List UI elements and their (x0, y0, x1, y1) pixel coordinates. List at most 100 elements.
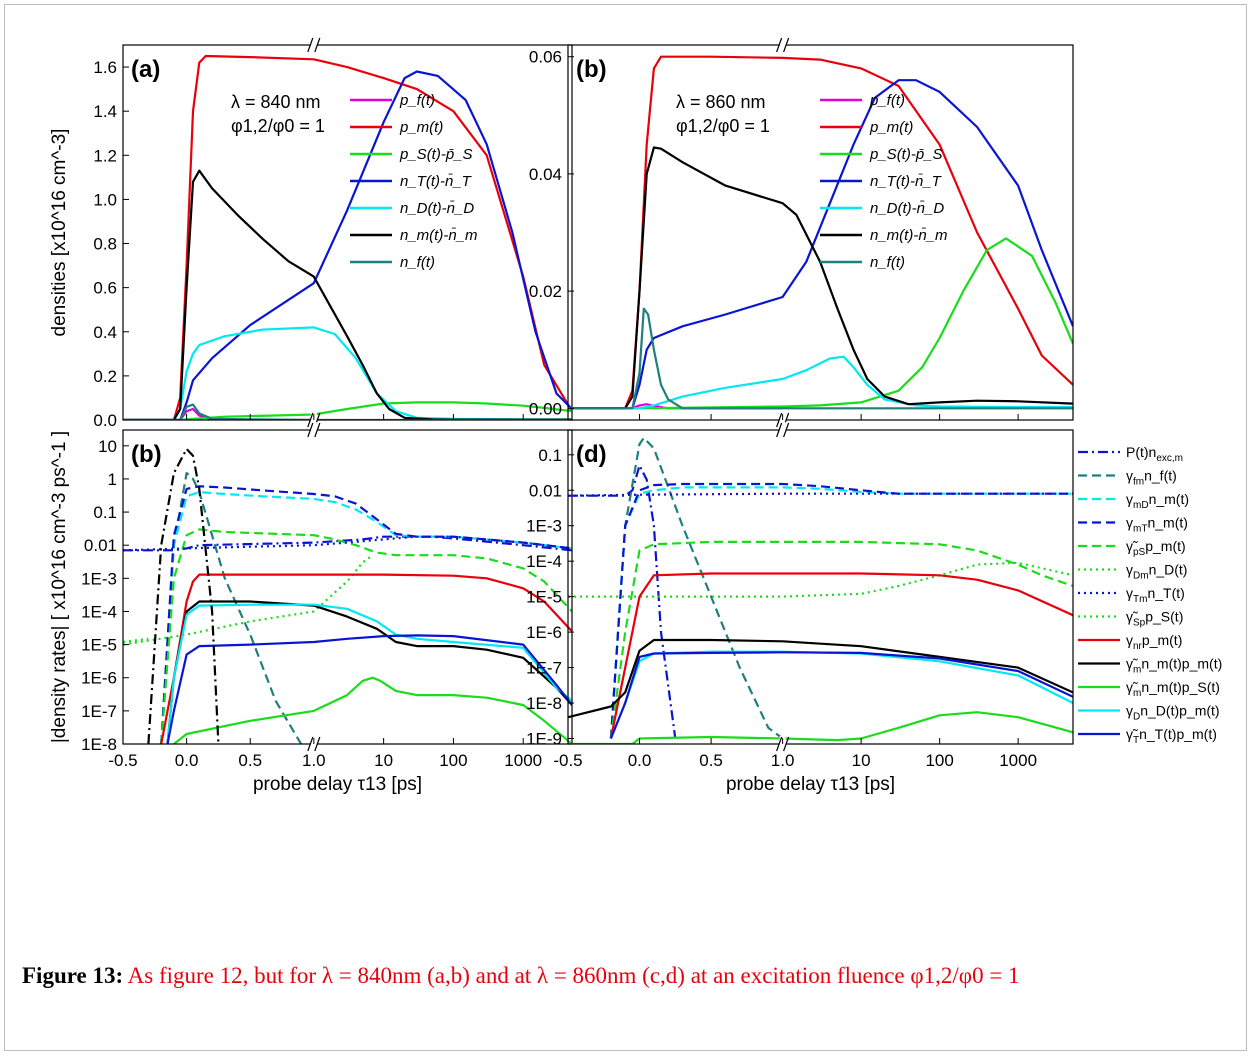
plot-frame (567, 429, 1074, 745)
panel-annotation: φ1,2/φ0 = 1 (231, 116, 325, 136)
legend-label: γDmn_D(t) (1126, 562, 1187, 582)
y-tick-label: 0.00 (529, 399, 562, 418)
rates-legend: P(t)nexc,m γfmn_f(t) γmDn_m(t) γmTn_m(t) γ̃p… (1078, 444, 1222, 746)
legend-label: p_f(t) (399, 92, 435, 109)
x-tick-label: 1000 (999, 751, 1037, 770)
series-line-11 (166, 603, 572, 744)
series-line-2 (568, 237, 1073, 410)
y-tick-label: 1E-9 (526, 730, 562, 749)
x-axis-label: probe delay τ13 [ps] (253, 774, 422, 795)
y-tick-label: 1E-4 (81, 602, 117, 621)
y-tick-label: 0.06 (529, 48, 562, 67)
panel-3: 1E-9 1E-8 1E-7 1E-6 1E-5 1E-4 1E-3 0.01 0.1 -0.5 0… (526, 422, 1074, 795)
legend-label: n_f(t) (400, 254, 435, 271)
legend-label: p_f(t) (869, 92, 905, 109)
series-line-8 (568, 638, 1073, 719)
y-tick-label: 1E-3 (526, 517, 562, 536)
series-line-0 (568, 464, 677, 739)
y-tick-label: 0.02 (529, 282, 562, 301)
series-line-3 (123, 70, 572, 420)
y-tick-label: 0.0 (93, 411, 117, 430)
axis-break-mark (314, 422, 321, 438)
series-line-2 (160, 491, 572, 744)
series-line-4 (568, 355, 1073, 410)
legend-label: γ̃mn_m(t)p_m(t) (1126, 656, 1222, 676)
legend-label: γTmn_T(t) (1126, 585, 1185, 605)
legend-label: n_D(t)-n̄_D (400, 200, 474, 217)
figure-frame (4, 4, 1247, 1051)
panel-1: 0.00 0.02 0.04 0.06 (b) λ = 860 nm φ1,2/φ0 = 1… (529, 37, 1074, 428)
legend-label: n_D(t)-n̄_D (870, 200, 944, 217)
y-tick-label: 1E-5 (526, 588, 562, 607)
legend-label: γmTn_m(t) (1126, 515, 1188, 535)
x-tick-label: 0.0 (175, 751, 199, 770)
legend-label: γ̃mn_m(t)p_S(t) (1126, 679, 1220, 699)
y-tick-label: 1E-3 (81, 569, 117, 588)
series-line-6 (568, 492, 1073, 497)
series-group (568, 55, 1073, 410)
axis-break-mark (783, 37, 790, 53)
panel-annotation: λ = 840 nm (231, 92, 321, 112)
caption-text: As figure 12, but for λ = 840nm (a,b) an… (127, 963, 1020, 988)
series-line-2 (609, 486, 1073, 739)
legend-label: γ̃pSp_m(t) (1126, 538, 1186, 558)
x-tick-label: -0.5 (553, 751, 582, 770)
plot-frame (122, 44, 573, 421)
panel-annotation: λ = 860 nm (676, 92, 766, 112)
series-line-4 (609, 540, 1073, 739)
series-line-5 (568, 561, 1073, 598)
legend-label: n_m(t)-n̄_m (400, 227, 478, 244)
y-tick-label: 1.6 (93, 58, 117, 77)
series-line-5 (123, 169, 572, 420)
series-line-13 (147, 447, 220, 744)
y-tick-label: 10 (98, 437, 117, 456)
y-tick-label: 1E-7 (81, 702, 117, 721)
series-line-7 (123, 637, 149, 644)
y-tick-label: 0.2 (93, 367, 117, 386)
series-line-0 (123, 407, 314, 420)
y-tick-label: 0.4 (93, 323, 117, 342)
y-tick-label: 1E-4 (526, 552, 562, 571)
y-tick-label: 1E-7 (526, 659, 562, 678)
y-tick-label: 1E-8 (526, 694, 562, 713)
x-tick-label: 0.5 (238, 751, 262, 770)
y-tick-label: 1.4 (93, 102, 117, 121)
figure-13-chart: 0.0 0.2 0.4 0.6 0.8 1.0 1.2 1.4 1.6 densities [x1… (49, 37, 1222, 795)
y-axis-label: |density rates| [ x10^16 cm^-3 ps^-1 ] (49, 431, 70, 743)
panel-label: (b) (131, 441, 162, 468)
panel-annotation: φ1,2/φ0 = 1 (676, 116, 770, 136)
x-tick-label: 1000 (504, 751, 542, 770)
x-tick-label: 1.0 (302, 751, 326, 770)
axis-break-mark (314, 736, 321, 752)
y-tick-label: 0.01 (84, 536, 117, 555)
series-line-6 (568, 307, 1073, 410)
series-line-1 (609, 436, 784, 740)
series-group (123, 54, 572, 420)
series-line-6 (123, 403, 572, 420)
x-tick-label: 100 (925, 751, 953, 770)
axis-break-mark (776, 422, 783, 438)
legend-label: p_m(t) (869, 119, 913, 136)
y-tick-label: 1E-8 (81, 735, 117, 754)
axis-break-mark (783, 422, 790, 438)
legend-label: γDn_D(t)p_m(t) (1126, 703, 1220, 723)
series-line-7 (609, 572, 1073, 739)
x-tick-label: 1.0 (771, 751, 795, 770)
legend-label: γmDn_m(t) (1126, 491, 1189, 511)
y-tick-label: 1 (108, 470, 117, 489)
plot-frame (122, 429, 573, 745)
axis-break-gap (310, 422, 317, 438)
axis-break-mark (314, 37, 321, 53)
y-tick-label: 1.0 (93, 190, 117, 209)
legend-label: n_m(t)-n̄_m (870, 227, 948, 244)
series-line-12 (166, 634, 572, 744)
panel-label: (d) (576, 441, 607, 468)
axis-break-mark (307, 412, 314, 428)
series-line-3 (568, 79, 1073, 410)
legend-label: n_T(t)-n̄_T (870, 173, 943, 190)
y-tick-label: 0.1 (538, 446, 562, 465)
legend-label: γnrp_m(t) (1126, 632, 1182, 652)
panel-label: (a) (131, 56, 160, 83)
y-tick-label: 0.1 (93, 503, 117, 522)
y-tick-label: 1.2 (93, 146, 117, 165)
